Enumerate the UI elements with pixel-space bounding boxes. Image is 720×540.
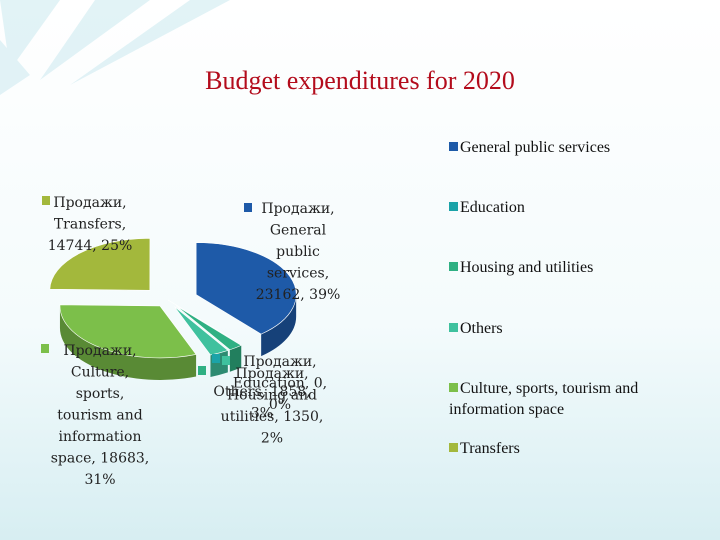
slice-housing-and-utilities-side — [229, 345, 242, 372]
legend-swatch — [449, 142, 458, 151]
data-label-swatch-transfers — [42, 196, 50, 205]
legend-item-education: Education — [449, 197, 661, 218]
slice-general-public-services — [195, 242, 297, 335]
legend-label: Others — [460, 320, 503, 337]
legend-label: Education — [460, 199, 525, 216]
legend-item-others: Others — [449, 318, 661, 339]
legend-swatch — [449, 383, 458, 392]
legend-item-culture-sports-tourism-and-information-space: Culture, sports, tourism and information… — [449, 378, 649, 420]
legend-label: General public services — [460, 139, 611, 156]
slice-others — [174, 306, 229, 356]
slice-education — [167, 299, 234, 340]
data-label-gps: Продажи, General public services, 23162, 39% — [256, 201, 341, 303]
slice-general-public-services-side — [261, 294, 297, 357]
data-label-small_c: Others, 1858, 3% — [213, 384, 310, 422]
legend-label: Culture, sports, tourism and information… — [449, 380, 639, 418]
legend-label: Housing and utilities — [460, 259, 594, 276]
data-label-small_b: Продажи, Education, 0, 0% — [233, 354, 327, 413]
data-label-swatch-culture — [41, 344, 49, 353]
legend-item-transfers: Transfers — [449, 438, 661, 459]
data-label-culture: Продажи, Culture, sports, tourism and inform… — [51, 343, 150, 488]
slice-culture-sports-tourism-and-information-space-side — [59, 305, 197, 380]
legend-swatch — [449, 262, 458, 271]
legend-swatch — [449, 443, 458, 452]
legend-item-general-public-services: General public services — [449, 137, 661, 158]
slice-culture-sports-tourism-and-information-space — [59, 304, 197, 359]
slice-transfers — [49, 238, 151, 291]
data-label-swatch-gps — [244, 203, 252, 212]
legend-item-housing-and-utilities: Housing and utilities — [449, 257, 661, 278]
chart-title: Budget expenditures for 2020 — [205, 66, 515, 95]
data-label-swatch-small_c — [222, 356, 230, 365]
data-label-swatch-small_a — [198, 366, 206, 375]
legend-swatch — [449, 323, 458, 332]
slice-housing-and-utilities — [176, 305, 242, 351]
legend-swatch — [449, 202, 458, 211]
legend-label: Transfers — [460, 440, 520, 457]
data-label-small_a: Продажи, Housing and utilities, 1350, 2% — [221, 366, 324, 447]
data-label-transfers: Продажи, Transfers, 14744, 25% — [48, 195, 133, 254]
data-label-swatch-small_b — [212, 354, 220, 363]
